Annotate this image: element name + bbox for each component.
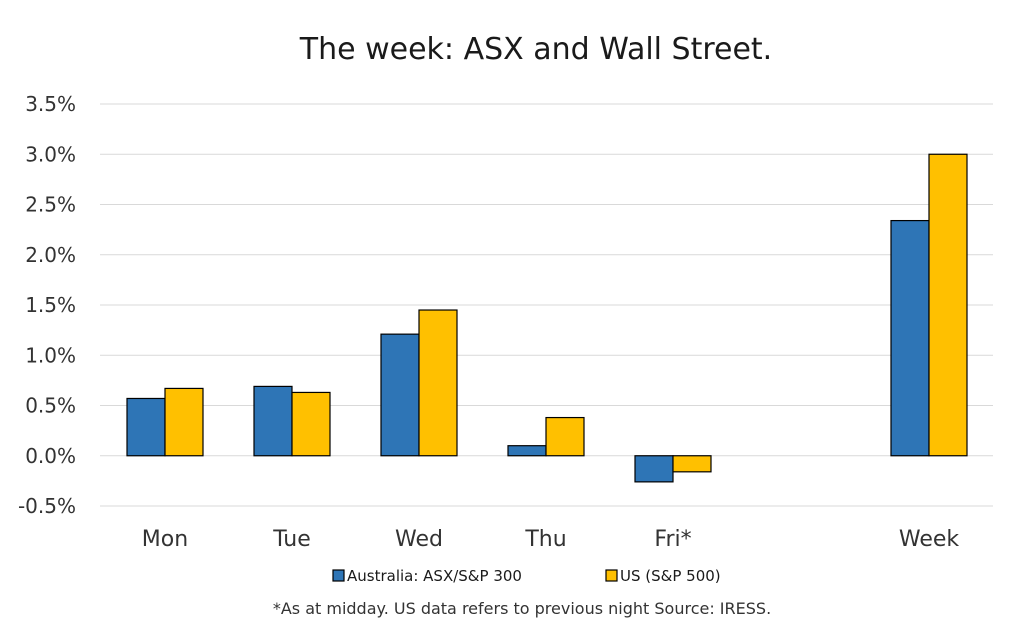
- legend-swatch-australia: [332, 569, 345, 582]
- bar-australia-wed: [380, 333, 420, 457]
- bar-australia-fri: [634, 455, 674, 483]
- bar-australia-mon: [126, 397, 166, 457]
- y-tick-label: 0.5%: [25, 394, 76, 418]
- y-tick-label: 0.0%: [25, 444, 76, 468]
- bar-us-fri: [672, 455, 712, 473]
- legend-label-australia: Australia: ASX/S&P 300: [347, 567, 522, 585]
- y-tick-label: 2.5%: [25, 193, 76, 217]
- y-tick-label: 3.5%: [25, 92, 76, 116]
- legend: Australia: ASX/S&P 300 US (S&P 500): [332, 567, 721, 585]
- bar-us-tue: [291, 391, 331, 457]
- x-tick-label: Week: [899, 527, 960, 552]
- bar-australia-thu: [507, 445, 547, 457]
- y-tick-labels: -0.5% 0.0% 0.5% 1.0% 1.5% 2.0% 2.5% 3.0% 3.5%: [18, 92, 76, 518]
- gridlines: [100, 103, 993, 507]
- y-tick-label: 3.0%: [25, 142, 76, 166]
- chart-title: The week: ASX and Wall Street.: [299, 32, 772, 67]
- footnote: *As at midday. US data refers to previou…: [273, 599, 771, 618]
- bar-us-week: [928, 153, 968, 457]
- bars: [126, 153, 968, 483]
- x-tick-label: Fri*: [654, 527, 691, 552]
- legend-label-us: US (S&P 500): [620, 567, 721, 585]
- legend-swatch-us: [605, 569, 618, 582]
- x-tick-label: Wed: [395, 527, 443, 552]
- x-tick-label: Thu: [524, 527, 566, 552]
- bar-us-wed: [418, 309, 458, 457]
- bar-us-mon: [164, 387, 204, 457]
- y-tick-label: 2.0%: [25, 243, 76, 267]
- bar-australia-tue: [253, 385, 293, 457]
- x-tick-label: Mon: [142, 527, 188, 552]
- x-tick-label: Tue: [272, 527, 311, 552]
- y-tick-label: 1.0%: [25, 343, 76, 367]
- bar-us-thu: [545, 416, 585, 457]
- y-tick-label: -0.5%: [18, 494, 76, 518]
- y-tick-label: 1.5%: [25, 293, 76, 317]
- x-tick-labels: Mon Tue Wed Thu Fri* Week: [142, 527, 960, 552]
- bar-australia-week: [890, 219, 930, 457]
